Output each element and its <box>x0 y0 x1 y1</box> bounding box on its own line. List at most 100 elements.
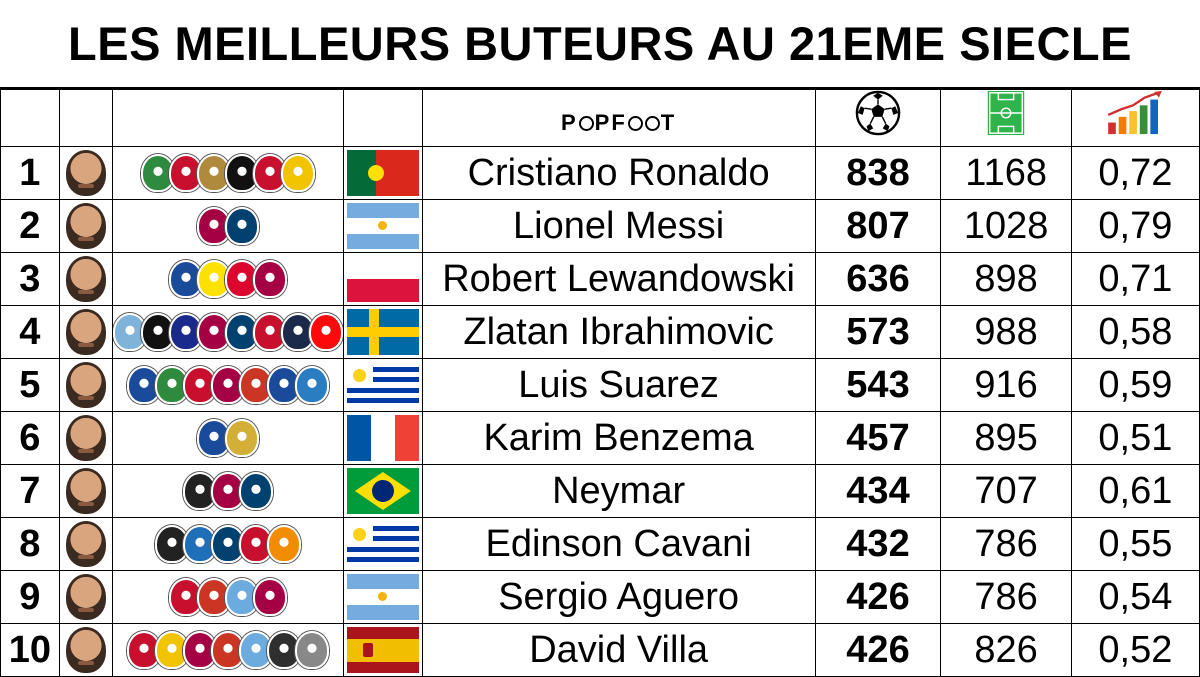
flag-cell <box>343 623 423 677</box>
flag-cell <box>343 358 423 412</box>
club-badge-icon <box>239 472 274 510</box>
goals-value: 543 <box>814 358 942 412</box>
club-badge-icon <box>211 631 246 669</box>
clubs-cell <box>112 464 345 518</box>
goals-value: 426 <box>814 570 942 624</box>
ratio-value: 0,72 <box>1070 146 1200 200</box>
player-photo-cell <box>58 199 114 253</box>
table-row: 10 David Villa 426 826 0,52 <box>0 623 1200 677</box>
header-matches-cell <box>940 89 1072 147</box>
rank-cell: 5 <box>0 358 60 412</box>
player-name: David Villa <box>421 623 816 677</box>
club-badge-icon <box>309 313 343 351</box>
matches-value: 1168 <box>940 146 1072 200</box>
player-photo-cell <box>58 358 114 412</box>
rank-cell: 2 <box>0 199 60 253</box>
ranking-table: P PF T <box>0 89 1200 677</box>
club-badges <box>114 466 343 517</box>
flag-poland-icon <box>346 256 419 302</box>
player-name: Neymar <box>421 464 816 518</box>
clubs-cell <box>112 623 345 677</box>
header-photo-cell <box>58 89 114 147</box>
player-photo-cell <box>58 305 114 359</box>
player-photo-cell <box>58 517 114 571</box>
goals-value: 807 <box>814 199 942 253</box>
clubs-cell <box>112 252 345 306</box>
club-badge-icon <box>225 260 260 298</box>
player-avatar <box>65 309 106 355</box>
matches-value: 786 <box>940 517 1072 571</box>
header-goals-cell <box>814 89 942 147</box>
club-badges <box>114 413 343 464</box>
ratio-value: 0,51 <box>1070 411 1200 465</box>
table-row: 2 Lionel Messi 807 1028 0,79 <box>0 199 1200 253</box>
goals-value: 434 <box>814 464 942 518</box>
table-row: 8 Edinson Cavani 432 786 0,55 <box>0 517 1200 571</box>
flag-cell <box>343 199 423 253</box>
player-name: Karim Benzema <box>421 411 816 465</box>
table-row: 9 Sergio Aguero 426 786 0,54 <box>0 570 1200 624</box>
matches-value: 898 <box>940 252 1072 306</box>
matches-value: 895 <box>940 411 1072 465</box>
matches-value: 1028 <box>940 199 1072 253</box>
header-flag-cell <box>343 89 423 147</box>
club-badges <box>114 572 343 623</box>
player-avatar <box>65 256 106 302</box>
club-badge-icon <box>253 578 288 616</box>
rank-cell: 3 <box>0 252 60 306</box>
goals-value: 838 <box>814 146 942 200</box>
flag-sweden-icon <box>346 309 419 355</box>
header-ratio-cell <box>1070 89 1200 147</box>
club-badge-icon <box>267 525 302 563</box>
player-photo-cell <box>58 146 114 200</box>
player-avatar <box>65 627 106 673</box>
goals-value: 573 <box>814 305 942 359</box>
clubs-cell <box>112 570 345 624</box>
club-badge-icon <box>295 366 330 404</box>
rank-cell: 7 <box>0 464 60 518</box>
club-badge-icon <box>253 260 288 298</box>
ratio-value: 0,58 <box>1070 305 1200 359</box>
player-name: Cristiano Ronaldo <box>421 146 816 200</box>
clubs-cell <box>112 199 345 253</box>
flag-cell <box>343 517 423 571</box>
rank-cell: 9 <box>0 570 60 624</box>
football-pitch-icon <box>987 90 1025 136</box>
player-photo-cell <box>58 570 114 624</box>
ratio-value: 0,71 <box>1070 252 1200 306</box>
clubs-cell <box>112 358 345 412</box>
ratio-value: 0,59 <box>1070 358 1200 412</box>
flag-uruguay-icon <box>346 521 419 567</box>
player-name: Zlatan Ibrahimovic <box>421 305 816 359</box>
rank-cell: 4 <box>0 305 60 359</box>
clubs-cell <box>112 517 345 571</box>
soccer-ball-icon <box>855 90 901 136</box>
table-row: 6 Karim Benzema 457 895 0,51 <box>0 411 1200 465</box>
ratio-value: 0,61 <box>1070 464 1200 518</box>
clubs-cell <box>112 146 345 200</box>
table-row: 1 Cristiano Ronaldo 838 1168 0,72 <box>0 146 1200 200</box>
flag-portugal-icon <box>346 150 419 196</box>
matches-value: 916 <box>940 358 1072 412</box>
player-avatar <box>65 150 106 196</box>
club-badge-icon <box>155 525 190 563</box>
table-header-row: P PF T <box>0 89 1200 147</box>
goals-value: 457 <box>814 411 942 465</box>
flag-cell <box>343 464 423 518</box>
ratio-value: 0,79 <box>1070 199 1200 253</box>
matches-value: 988 <box>940 305 1072 359</box>
club-badges <box>114 519 343 570</box>
flag-cell <box>343 305 423 359</box>
club-badges <box>114 254 343 305</box>
player-avatar <box>65 415 106 461</box>
club-badge-icon <box>225 419 260 457</box>
club-badge-icon <box>225 207 260 245</box>
flag-spain-icon <box>346 627 419 673</box>
ratio-value: 0,52 <box>1070 623 1200 677</box>
player-name: Lionel Messi <box>421 199 816 253</box>
header-rank-cell <box>0 89 60 147</box>
matches-value: 786 <box>940 570 1072 624</box>
clubs-cell <box>112 411 345 465</box>
player-avatar <box>65 203 106 249</box>
